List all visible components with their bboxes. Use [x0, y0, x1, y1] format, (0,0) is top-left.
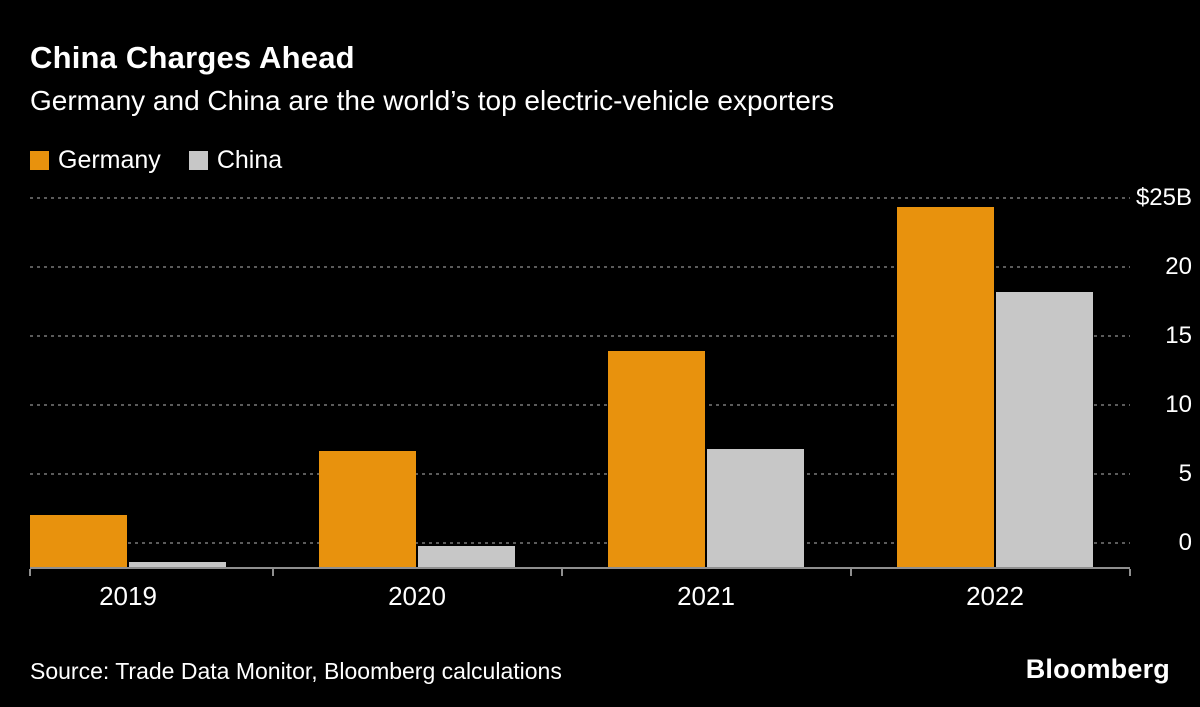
bar-germany-2021 — [608, 351, 705, 568]
bar-germany-2019 — [30, 514, 127, 568]
y-axis-label: 20 — [1165, 253, 1192, 280]
legend-swatch-china — [188, 151, 208, 170]
legend-label-germany: Germany — [58, 146, 161, 174]
legend-swatch-germany — [30, 151, 49, 170]
source-note: Source: Trade Data Monitor, Bloomberg ca… — [30, 658, 562, 684]
gridline — [30, 335, 1130, 337]
y-axis-label: 0 — [1178, 529, 1192, 556]
axis-tick — [29, 569, 31, 576]
bar-germany-2020 — [319, 450, 416, 568]
legend-item-germany: Germany — [30, 146, 161, 175]
y-axis-label: $25B — [1135, 184, 1192, 211]
axis-tick — [849, 569, 852, 576]
legend-label-china: China — [216, 146, 283, 174]
bar-china-2021 — [707, 449, 804, 568]
legend: Germany China — [30, 146, 282, 175]
gridline — [30, 473, 1130, 475]
y-axis-label: 10 — [1165, 391, 1192, 418]
axis-tick — [271, 569, 274, 576]
chart-subtitle: Germany and China are the world’s top el… — [30, 85, 835, 116]
axis-tick — [1129, 569, 1131, 576]
chart-title: China Charges Ahead — [30, 40, 355, 75]
bar-china-2020 — [418, 545, 515, 568]
gridline — [30, 266, 1130, 268]
axis-tick — [560, 569, 563, 576]
y-axis-label: 5 — [1178, 460, 1192, 487]
x-axis-label: 2022 — [966, 581, 1024, 611]
bar-germany-2022 — [897, 207, 994, 568]
bar-china-2019 — [129, 562, 226, 568]
x-axis-line — [30, 567, 1130, 569]
bar-china-2022 — [996, 291, 1093, 568]
x-axis-label: 2021 — [677, 581, 735, 611]
y-axis-label: 15 — [1165, 322, 1192, 349]
bloomberg-logo: Bloomberg — [1025, 654, 1170, 684]
gridline — [30, 404, 1130, 406]
gridline — [30, 197, 1130, 199]
legend-item-china: China — [188, 146, 283, 175]
x-axis-label: 2020 — [388, 581, 446, 611]
gridline — [30, 542, 1130, 544]
x-axis-label: 2019 — [99, 581, 157, 611]
